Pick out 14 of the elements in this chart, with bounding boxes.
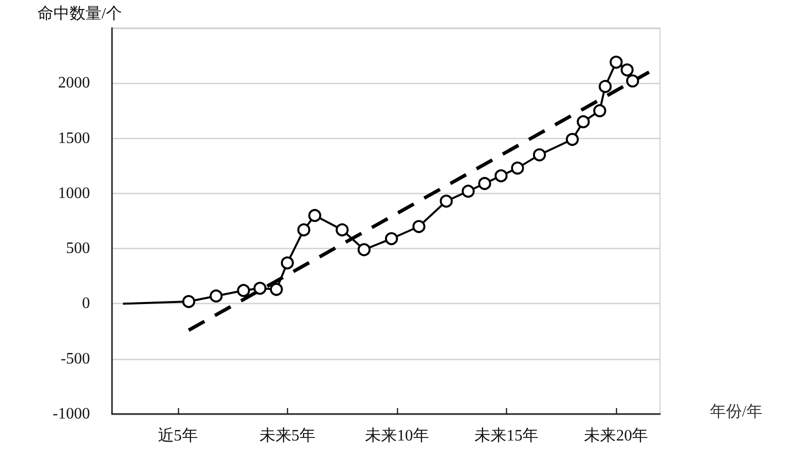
y-tick-label: 1000 bbox=[58, 184, 90, 202]
y-tick-label: 1500 bbox=[58, 130, 90, 147]
y-tick-label: 0 bbox=[82, 295, 90, 312]
x-tick-label: 近5年 bbox=[158, 426, 198, 444]
x-tick-label: 未来10年 bbox=[364, 426, 429, 444]
x-axis-title: 年份/年 bbox=[710, 404, 762, 420]
y-tick-label: 2000 bbox=[58, 74, 90, 92]
y-tick-label: -500 bbox=[60, 350, 90, 368]
y-tick-label: -1000 bbox=[52, 406, 90, 422]
x-tick-label: 未来15年 bbox=[474, 426, 539, 444]
x-tick-label: 未来5年 bbox=[259, 426, 316, 444]
y-tick-label: 500 bbox=[66, 240, 90, 258]
y-axis-title: 命中数量/个 bbox=[38, 4, 122, 22]
x-tick-label: 未来20年 bbox=[584, 426, 648, 444]
